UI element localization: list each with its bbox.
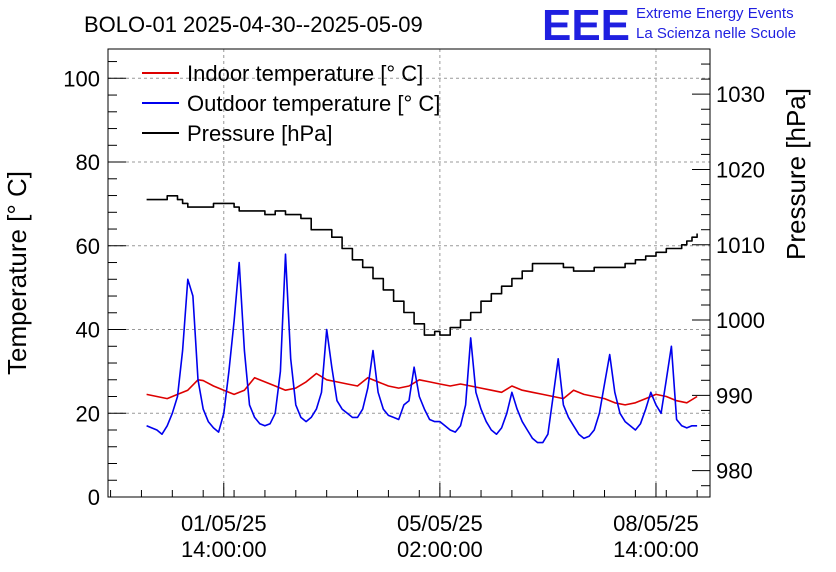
- data-series: [146, 195, 698, 444]
- y2-tick-label: 1000: [716, 308, 765, 333]
- y-tick-label: 80: [76, 150, 100, 175]
- x-tick-label-time: 14:00:00: [181, 537, 267, 562]
- y-tick-label: 100: [63, 66, 100, 91]
- x-tick-labels: 01/05/2514:00:0005/05/2502:00:0008/05/25…: [181, 511, 699, 562]
- eee-logo-line1: Extreme Energy Events: [636, 5, 794, 22]
- eee-logo: EEE Extreme Energy Events La Scienza nel…: [542, 1, 796, 50]
- axis-ticks: [108, 48, 710, 498]
- y-tick-label: 60: [76, 234, 100, 259]
- x-tick-label-time: 02:00:00: [397, 537, 483, 562]
- y2-tick-label: 1030: [716, 82, 765, 107]
- y2-tick-label: 980: [716, 459, 753, 484]
- y-tick-label: 20: [76, 401, 100, 426]
- y-tick-label: 0: [88, 485, 100, 510]
- eee-logo-line2: La Scienza nelle Scuole: [636, 25, 796, 42]
- y2-tick-label: 1020: [716, 157, 765, 182]
- x-tick-label-time: 14:00:00: [613, 537, 699, 562]
- series-indoor-temperature: [146, 372, 698, 406]
- y2-tick-labels: 980 990 1000 1010 1020 1030: [716, 82, 765, 483]
- y2-axis-label: Pressure [hPa]: [781, 88, 811, 260]
- x-tick-label-date: 01/05/25: [181, 511, 267, 536]
- y2-tick-label: 990: [716, 383, 753, 408]
- y-tick-labels: 0 20 40 60 80 100: [63, 66, 100, 510]
- x-tick-label-date: 05/05/25: [397, 511, 483, 536]
- eee-logo-text: EEE: [542, 1, 630, 50]
- chart-title: BOLO-01 2025-04-30--2025-05-09: [84, 12, 423, 37]
- legend-label-pressure: Pressure [hPa]: [187, 121, 333, 146]
- y-axis-label: Temperature [° C]: [2, 171, 32, 375]
- series-outdoor-temperature: [146, 253, 698, 444]
- legend-label-indoor: Indoor temperature [° C]: [187, 61, 423, 86]
- x-tick-label-date: 08/05/25: [613, 511, 699, 536]
- legend-label-outdoor: Outdoor temperature [° C]: [187, 91, 440, 116]
- series-pressure: [146, 195, 698, 336]
- plot-frame: [107, 48, 711, 498]
- y-tick-label: 40: [76, 318, 100, 343]
- legend: Indoor temperature [° C] Outdoor tempera…: [142, 61, 440, 146]
- y2-tick-label: 1010: [716, 233, 765, 258]
